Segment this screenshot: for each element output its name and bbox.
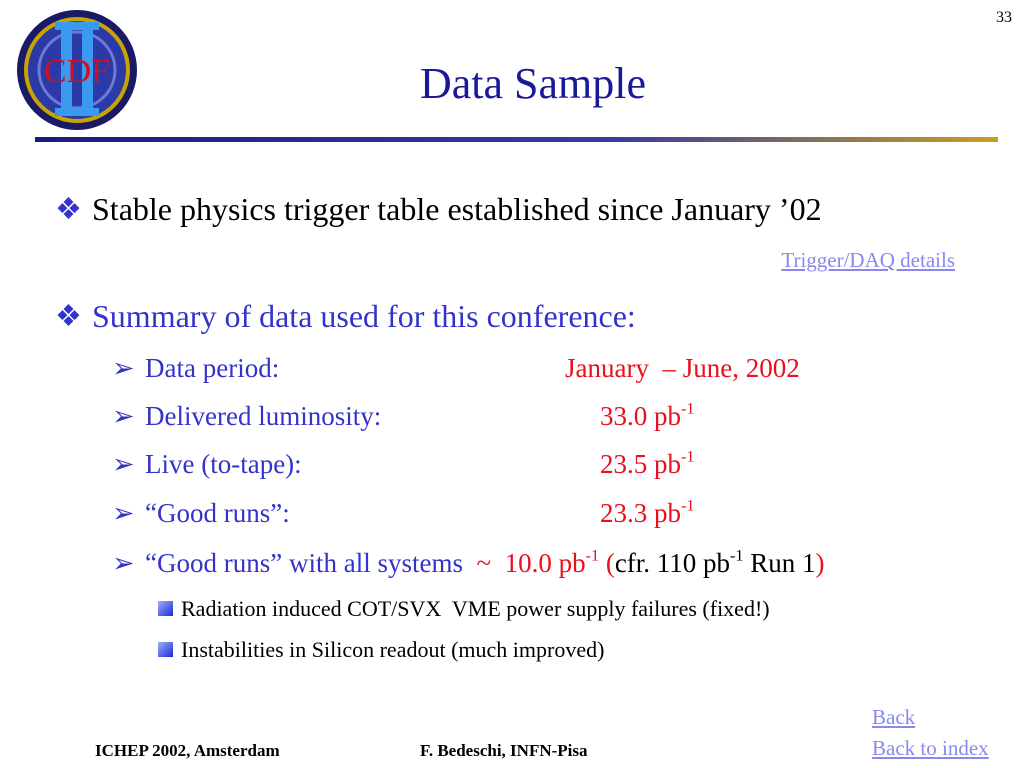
logo: CDF <box>17 10 137 130</box>
link-text[interactable]: Trigger/DAQ details <box>781 248 955 272</box>
item-value: 33.0 pb-1 <box>600 399 695 431</box>
back-link[interactable]: Back <box>872 707 915 728</box>
run: Run 1 <box>750 548 816 578</box>
bullet-icon: ❖ <box>55 193 82 226</box>
sep: ~ <box>476 548 492 578</box>
cfr: cfr. 110 pb <box>614 548 731 578</box>
paren: ) <box>815 548 825 578</box>
value: 23.3 pb <box>600 498 681 528</box>
back-index-link[interactable]: Back to index <box>872 738 989 759</box>
arrow: ➢ <box>112 498 135 528</box>
exponent: -1 <box>681 399 695 418</box>
arrow: ➢ <box>112 548 135 578</box>
title: Data Sample <box>419 59 647 108</box>
footer-left: ICHEP 2002, Amsterdam <box>95 741 280 760</box>
exponent: -1 <box>681 447 695 466</box>
item-label: “Good runs”: <box>145 498 290 528</box>
paren: ( <box>605 548 615 578</box>
arrow: ➢ <box>112 353 135 383</box>
back-index[interactable]: Back to index <box>872 736 989 760</box>
item-label: Live (to-tape): <box>145 449 302 479</box>
header-rule <box>35 137 998 142</box>
value: 23.5 pb <box>600 449 681 479</box>
item-value: January – June, 2002 <box>565 353 800 383</box>
square-bullet <box>158 601 173 616</box>
value: 33.0 pb <box>600 401 681 431</box>
square-bullet <box>158 642 173 657</box>
arrow: ➢ <box>112 449 135 479</box>
last-item: “Good runs” with all systems ~ 10.0 pb-1… <box>145 546 825 578</box>
subitem: Instabilities in Silicon readout (much i… <box>181 637 605 662</box>
exponent: -1 <box>681 496 695 515</box>
exponent: -1 <box>585 546 600 565</box>
back[interactable]: Back <box>872 705 916 729</box>
footer-center: F. Bedeschi, INFN-Pisa <box>420 741 588 760</box>
item-label: “Good runs” with all systems <box>145 548 463 578</box>
value: 10.0 pb <box>504 548 586 578</box>
item-value: 23.5 pb-1 <box>600 447 695 479</box>
logo-text: CDF <box>44 53 110 90</box>
page-number: 33 <box>996 9 1012 26</box>
item-label: Delivered luminosity: <box>145 401 382 431</box>
arrow: ➢ <box>112 401 135 431</box>
bullet-icon: ❖ <box>55 300 82 333</box>
link[interactable]: Trigger/DAQ details <box>781 250 955 271</box>
bullet: Stable physics trigger table established… <box>92 191 822 227</box>
bullet: Summary of data used for this conference… <box>92 298 636 334</box>
exponent: -1 <box>730 546 744 565</box>
subitem: Radiation induced COT/SVX VME power supp… <box>181 596 770 621</box>
item-value: 23.3 pb-1 <box>600 496 695 528</box>
item-label: Data period: <box>145 353 280 383</box>
